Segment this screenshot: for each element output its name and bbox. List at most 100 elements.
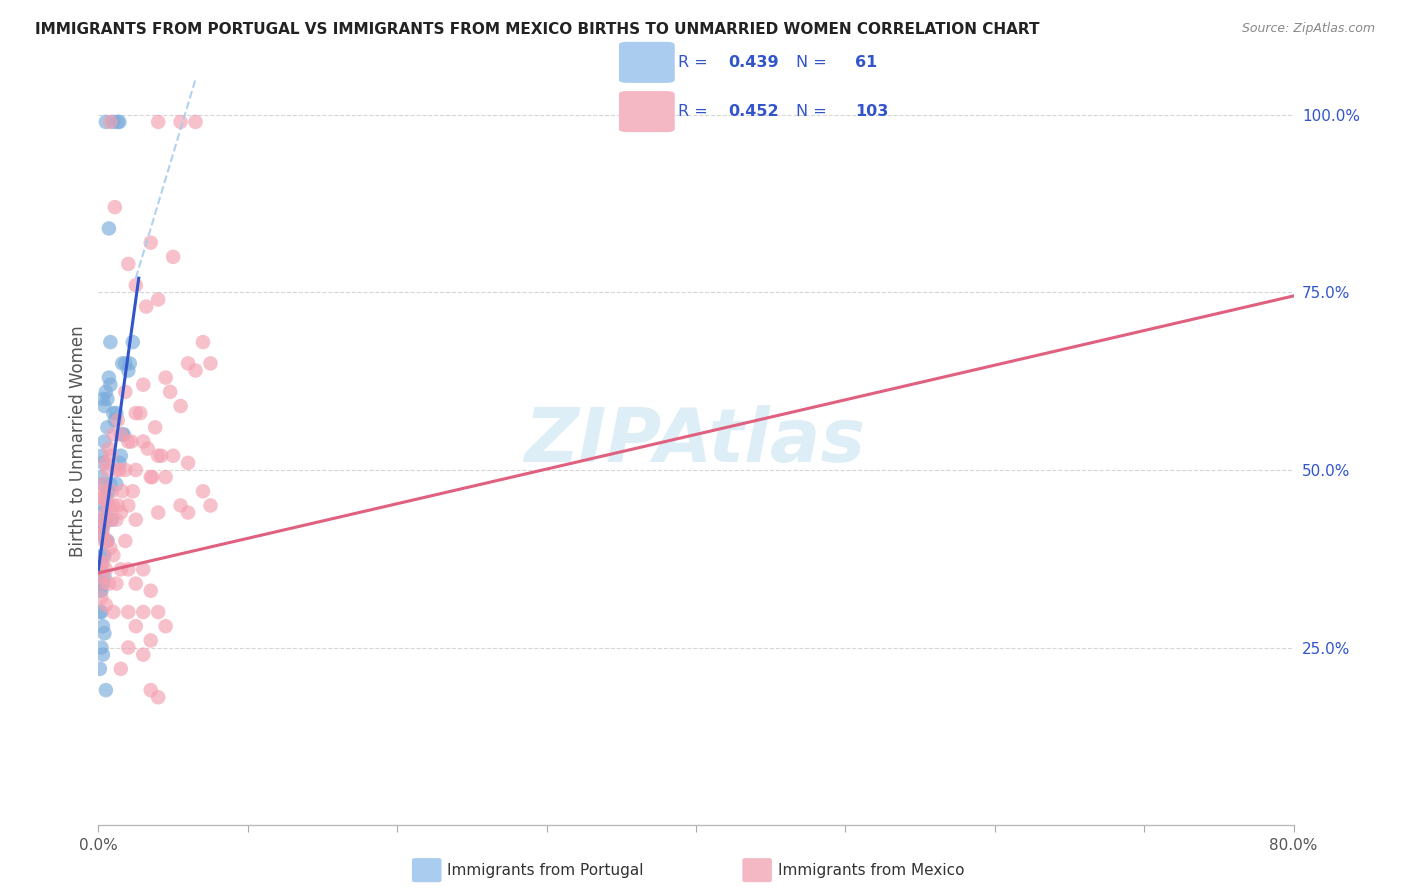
Point	[121, 335, 143, 350]
Point	[184, 363, 207, 377]
Text: R =: R =	[678, 104, 713, 120]
Point	[108, 456, 131, 470]
Point	[129, 406, 152, 420]
Point	[117, 499, 139, 513]
Point	[132, 648, 155, 662]
Point	[148, 506, 170, 520]
Point	[155, 470, 177, 484]
Point	[94, 683, 117, 698]
Point	[105, 513, 128, 527]
Point	[125, 278, 148, 293]
Point	[98, 335, 122, 350]
Point	[97, 442, 120, 456]
Point	[111, 484, 134, 499]
Point	[177, 356, 200, 370]
Point	[96, 484, 118, 499]
Point	[104, 200, 127, 214]
Point	[96, 533, 118, 548]
Point	[200, 499, 222, 513]
Point	[94, 533, 117, 548]
Point	[107, 115, 129, 129]
Point	[90, 562, 112, 576]
Point	[135, 300, 157, 314]
Point	[141, 470, 163, 484]
Point	[105, 406, 128, 420]
Point	[90, 555, 112, 569]
FancyBboxPatch shape	[619, 42, 675, 83]
Point	[139, 235, 162, 250]
Point	[91, 491, 114, 506]
Point	[125, 619, 148, 633]
Point	[114, 463, 136, 477]
Point	[103, 605, 125, 619]
Point	[143, 420, 166, 434]
Point	[89, 520, 111, 534]
Point	[114, 533, 136, 548]
Point	[105, 576, 128, 591]
Point	[101, 513, 124, 527]
Point	[162, 449, 184, 463]
Point	[90, 555, 112, 569]
Point	[96, 533, 118, 548]
Point	[184, 115, 207, 129]
Point	[96, 420, 118, 434]
Text: N =: N =	[796, 54, 832, 70]
Point	[111, 356, 134, 370]
Point	[117, 434, 139, 449]
Point	[91, 392, 114, 406]
Point	[117, 257, 139, 271]
Point	[110, 662, 132, 676]
Point	[114, 356, 136, 370]
Point	[125, 576, 148, 591]
Point	[90, 470, 112, 484]
Point	[96, 463, 118, 477]
Point	[90, 513, 112, 527]
Point	[93, 434, 115, 449]
Point	[114, 384, 136, 399]
Point	[94, 491, 117, 506]
Text: 0.452: 0.452	[728, 104, 779, 120]
Point	[112, 427, 135, 442]
Point	[132, 434, 155, 449]
Point	[139, 470, 162, 484]
Point	[91, 456, 114, 470]
Point	[103, 548, 125, 562]
Point	[94, 456, 117, 470]
Text: N =: N =	[796, 104, 832, 120]
Point	[91, 576, 114, 591]
Point	[155, 370, 177, 384]
Point	[90, 491, 112, 506]
Point	[93, 484, 115, 499]
Point	[98, 449, 122, 463]
Point	[118, 356, 141, 370]
Point	[117, 640, 139, 655]
Point	[98, 115, 122, 129]
Point	[89, 605, 111, 619]
Point	[97, 370, 120, 384]
Point	[97, 499, 120, 513]
Point	[177, 506, 200, 520]
Point	[125, 406, 148, 420]
Point	[90, 520, 112, 534]
Point	[98, 477, 122, 491]
Point	[90, 591, 112, 605]
Point	[94, 506, 117, 520]
Point	[90, 605, 112, 619]
Point	[169, 499, 191, 513]
Point	[110, 449, 132, 463]
Point	[148, 605, 170, 619]
Point	[108, 115, 131, 129]
Point	[89, 583, 111, 598]
Point	[177, 456, 200, 470]
Point	[91, 477, 114, 491]
Point	[148, 115, 170, 129]
Point	[191, 335, 214, 350]
FancyBboxPatch shape	[619, 91, 675, 132]
Point	[125, 513, 148, 527]
Point	[97, 576, 120, 591]
Point	[117, 363, 139, 377]
Point	[89, 662, 111, 676]
Point	[94, 562, 117, 576]
Point	[97, 484, 120, 499]
Point	[89, 569, 111, 583]
